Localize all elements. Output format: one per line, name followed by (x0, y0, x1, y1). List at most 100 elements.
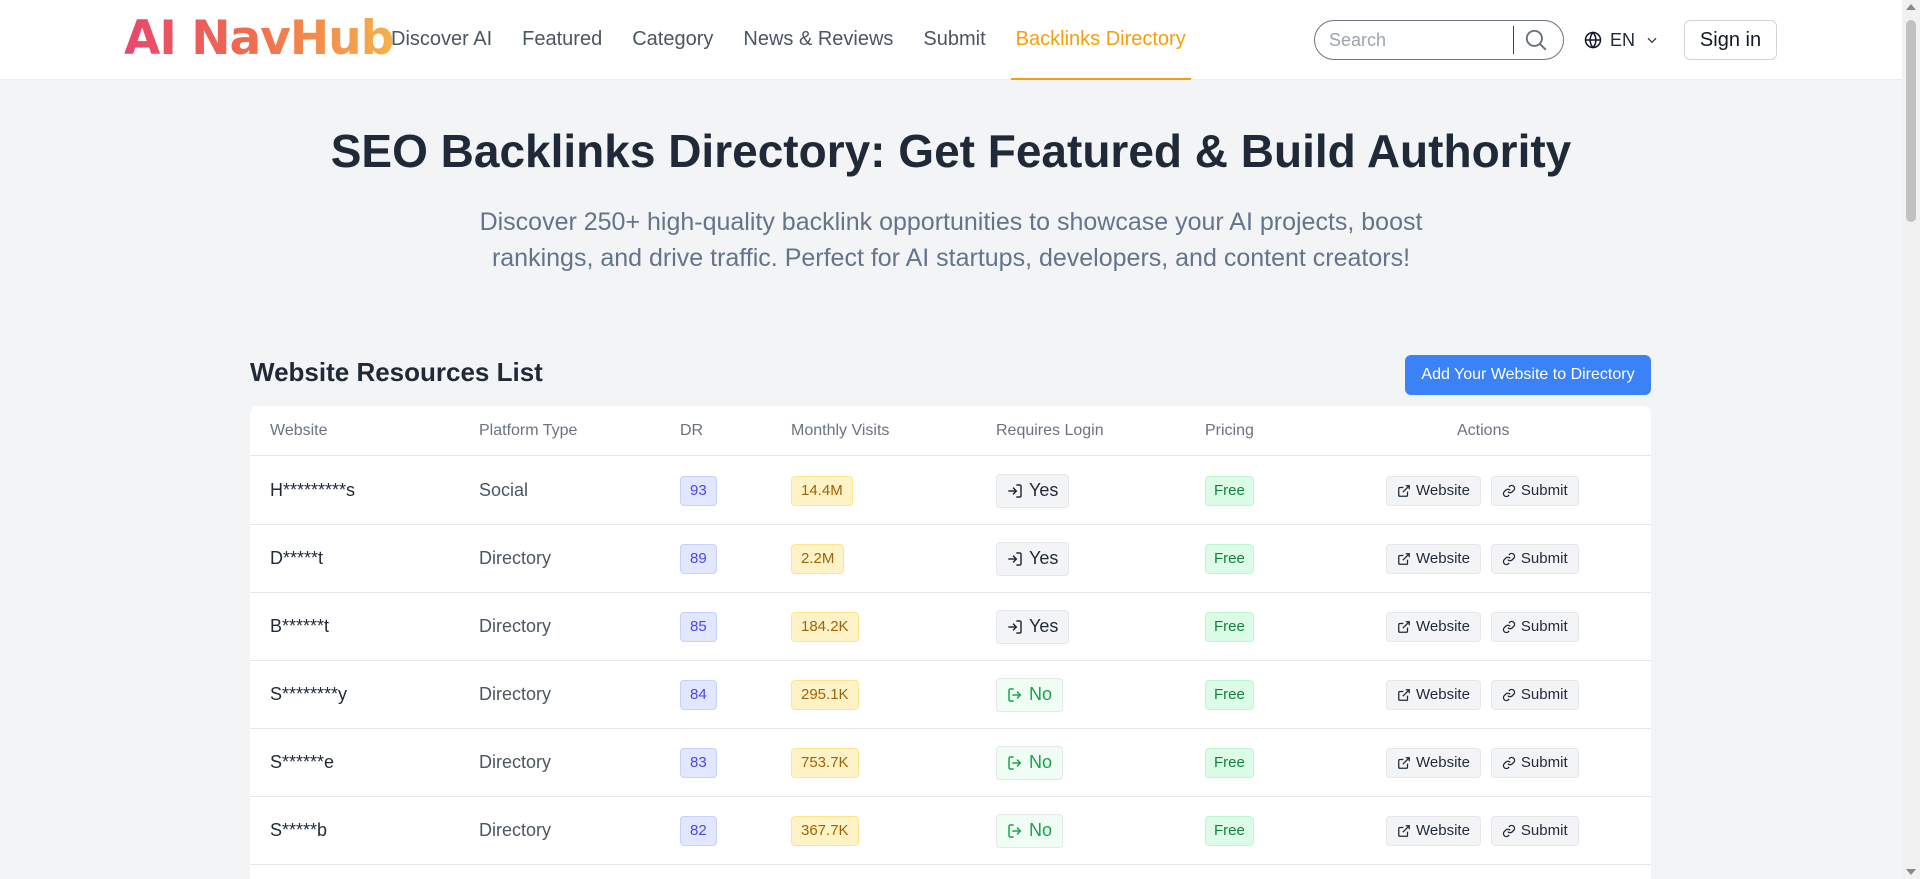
visits-cell: 14.4M (791, 457, 853, 524)
requires-login-badge: No (996, 813, 1064, 848)
requires-login-value: No (1029, 752, 1053, 772)
nav-news-reviews[interactable]: News & Reviews (743, 28, 894, 50)
pricing-badge: Free (1205, 611, 1254, 642)
login-cell: No (996, 729, 1064, 796)
pricing-cell: Free (1205, 661, 1254, 728)
pricing-cell: Free (1205, 729, 1254, 796)
no-login-icon (1008, 687, 1022, 702)
nav-category[interactable]: Category (632, 28, 714, 50)
submit-link-label: Submit (1520, 482, 1568, 499)
submit-link-label: Submit (1520, 822, 1568, 839)
login-cell: No (996, 797, 1064, 864)
submit-link-button[interactable]: Submit (1490, 747, 1579, 778)
monthly-visits-badge: 14.4M (791, 475, 853, 506)
nav-featured[interactable]: Featured (522, 28, 603, 50)
dr-badge: 82 (680, 815, 717, 846)
visit-website-button[interactable]: Website (1386, 815, 1481, 846)
page-title: SEO Backlinks Directory: Get Featured & … (330, 125, 1572, 177)
col-platform-type: Platform Type (479, 422, 578, 439)
scroll-down-arrow-icon[interactable] (1906, 869, 1916, 875)
nav-backlinks-directory[interactable]: Backlinks Directory (1010, 0, 1191, 80)
visit-website-button[interactable]: Website (1386, 747, 1481, 778)
actions-cell: Website Submit (1386, 729, 1579, 796)
search-divider (1513, 26, 1514, 54)
website-name: S*****b (270, 820, 328, 840)
sign-in-button[interactable]: Sign in (1684, 20, 1777, 60)
actions-cell: Website Submit (1386, 457, 1579, 524)
table-row: S********y Directory 84 295.1K No Free Website… (250, 661, 1651, 729)
monthly-visits-badge: 367.7K (791, 815, 859, 846)
search-box (1314, 20, 1564, 60)
link-icon (1502, 756, 1516, 769)
site-logo[interactable]: AI NavHub (124, 11, 394, 66)
table-row: D*****t Directory 89 2.2M Yes Free Website Subm… (250, 525, 1651, 593)
dr-cell: 83 (680, 729, 717, 796)
monthly-visits-badge: 753.7K (791, 747, 859, 778)
dr-cell: 89 (680, 525, 717, 592)
search-icon (1525, 29, 1547, 51)
actions-cell: Website Submit (1386, 797, 1579, 864)
submit-link-button[interactable]: Submit (1490, 679, 1579, 710)
requires-login-badge: No (996, 677, 1064, 712)
dr-cell: 93 (680, 457, 717, 524)
dr-badge: 83 (680, 747, 717, 778)
external-link-icon (1398, 552, 1410, 565)
monthly-visits-badge: 2.2M (791, 543, 845, 574)
language-selector[interactable]: EN (1584, 22, 1659, 58)
requires-login-value: Yes (1029, 548, 1059, 568)
visit-website-label: Website (1416, 550, 1470, 567)
pricing-badge: Free (1205, 747, 1254, 778)
language-label: EN (1610, 29, 1636, 50)
dr-badge: 85 (680, 611, 717, 642)
globe-icon (1584, 31, 1602, 49)
submit-link-button[interactable]: Submit (1490, 815, 1579, 846)
nav-submit[interactable]: Submit (923, 28, 986, 50)
requires-login-value: Yes (1029, 480, 1059, 500)
requires-login-value: No (1029, 820, 1053, 840)
search-input[interactable] (1329, 27, 1519, 53)
pricing-badge: Free (1205, 815, 1254, 846)
platform-type: Directory (479, 752, 552, 772)
platform-type: Directory (479, 684, 552, 704)
requires-login-badge: No (996, 745, 1064, 780)
external-link-icon (1398, 824, 1410, 837)
submit-link-label: Submit (1520, 754, 1568, 771)
col-requires-login: Requires Login (996, 422, 1104, 439)
chevron-down-icon (1647, 37, 1657, 44)
visits-cell: 184.2K (791, 593, 859, 660)
dr-badge: 89 (680, 543, 717, 574)
scrollbar-thumb[interactable] (1906, 20, 1916, 222)
link-icon (1502, 688, 1516, 701)
monthly-visits-badge: 295.1K (791, 679, 859, 710)
table-header: Website Platform Type DR Monthly Visits … (250, 406, 1651, 456)
visit-website-button[interactable]: Website (1386, 543, 1481, 574)
visit-website-button[interactable]: Website (1386, 679, 1481, 710)
add-website-button[interactable]: Add Your Website to Directory (1405, 355, 1651, 395)
external-link-icon (1398, 688, 1410, 701)
search-button[interactable] (1523, 27, 1553, 55)
pricing-cell: Free (1205, 525, 1254, 592)
submit-link-button[interactable]: Submit (1490, 543, 1579, 574)
pricing-badge: Free (1205, 679, 1254, 710)
visit-website-button[interactable]: Website (1386, 475, 1481, 506)
link-icon (1502, 620, 1516, 633)
pricing-cell: Free (1205, 593, 1254, 660)
login-cell: Yes (996, 593, 1070, 660)
external-link-icon (1398, 756, 1410, 769)
nav-discover-ai[interactable]: Discover AI (391, 28, 493, 50)
monthly-visits-badge: 184.2K (791, 611, 859, 642)
list-title: Website Resources List (250, 357, 543, 387)
page-scrollbar[interactable] (1902, 0, 1920, 879)
platform-type: Directory (479, 616, 552, 636)
link-icon (1502, 824, 1516, 837)
col-website: Website (270, 422, 328, 439)
login-cell: Yes (996, 457, 1070, 524)
pricing-badge: Free (1205, 475, 1254, 506)
dr-cell: 82 (680, 797, 717, 864)
visit-website-button[interactable]: Website (1386, 611, 1481, 642)
submit-link-button[interactable]: Submit (1490, 475, 1579, 506)
scroll-up-arrow-icon[interactable] (1906, 4, 1916, 10)
visits-cell: 367.7K (791, 797, 859, 864)
submit-link-button[interactable]: Submit (1490, 611, 1579, 642)
visit-website-label: Website (1416, 482, 1470, 499)
